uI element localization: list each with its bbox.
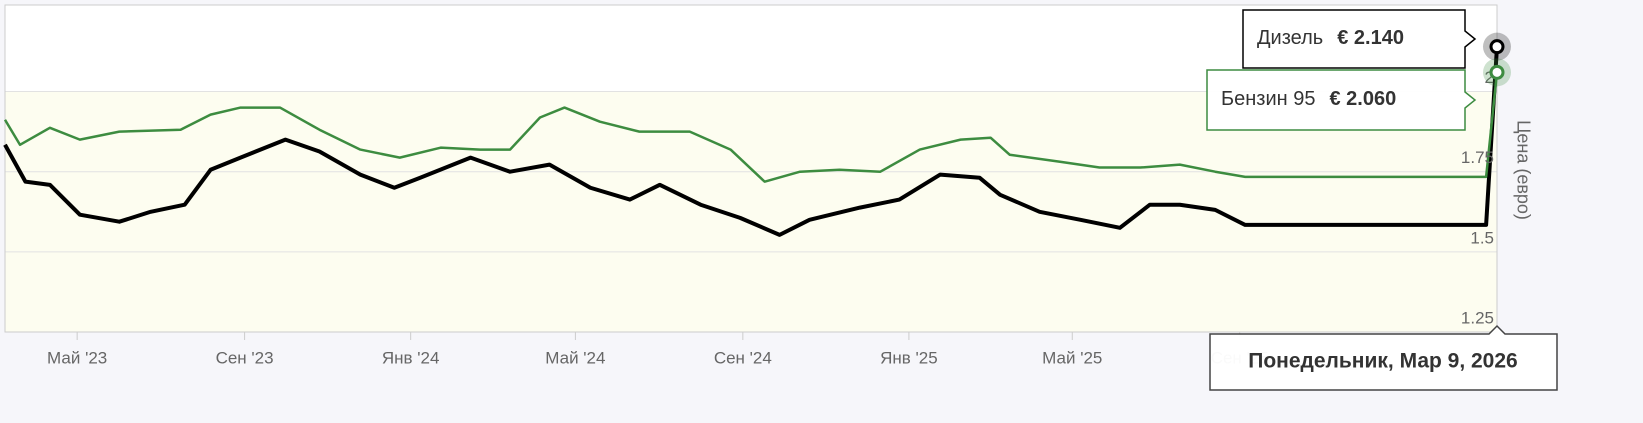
x-tick-label: Янв '25 (880, 348, 938, 367)
tooltip-text: Дизель € 2.140 (1257, 27, 1404, 49)
plot-band-rect (5, 91, 1497, 332)
x-tick-label: Май '23 (47, 348, 107, 367)
tooltip-value: € 2.140 (1337, 27, 1404, 49)
tooltip-text: Бензин 95 € 2.060 (1221, 88, 1396, 110)
tooltip-box (1242, 9, 1477, 69)
date-tooltip-box (1209, 324, 1558, 391)
hover-point (1489, 39, 1505, 55)
hover-point (1489, 64, 1505, 80)
series-line (3, 72, 1499, 183)
x-tick-label: Янв '24 (382, 348, 440, 367)
y-axis-title: Цена (евро) (1513, 120, 1533, 220)
y-tick-label: 1.25 (1461, 308, 1494, 327)
tooltips: Дизель € 2.140 Бензин 95 € 2.060 Понедельник… (1206, 9, 1558, 391)
tooltip-series-name: Бензин 95 (1221, 88, 1315, 110)
y-tick-label: 2 (1485, 68, 1494, 87)
date-tooltip-text: Понедельник, Мар 9, 2026 (1248, 350, 1517, 373)
tooltip-series-name: Дизель (1257, 27, 1323, 49)
x-tick-label: Сен '24 (714, 348, 772, 367)
plot-border (4, 4, 1498, 333)
plot-band (5, 91, 1497, 332)
y-tick-label: 1.75 (1461, 148, 1494, 167)
tooltip-box (1206, 69, 1477, 131)
lines (3, 46, 1499, 237)
x-tick-label: Май '25 (1042, 348, 1102, 367)
x-tick-label: Май '24 (545, 348, 605, 367)
tooltip-value: € 2.060 (1329, 88, 1396, 110)
series-line (3, 46, 1499, 237)
x-tick-label: Сен '23 (216, 348, 274, 367)
y-tick-label: 1.5 (1470, 228, 1494, 247)
